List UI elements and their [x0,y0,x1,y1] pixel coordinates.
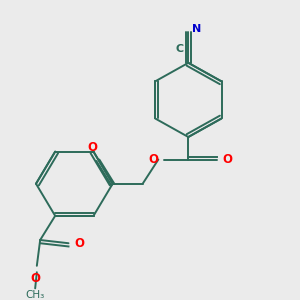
Text: O: O [223,153,233,166]
Text: O: O [87,141,97,154]
Text: N: N [192,24,201,34]
Text: O: O [30,272,40,285]
Text: O: O [74,237,85,250]
Text: CH₃: CH₃ [26,290,45,300]
Text: C: C [176,44,184,54]
Text: O: O [148,153,158,166]
